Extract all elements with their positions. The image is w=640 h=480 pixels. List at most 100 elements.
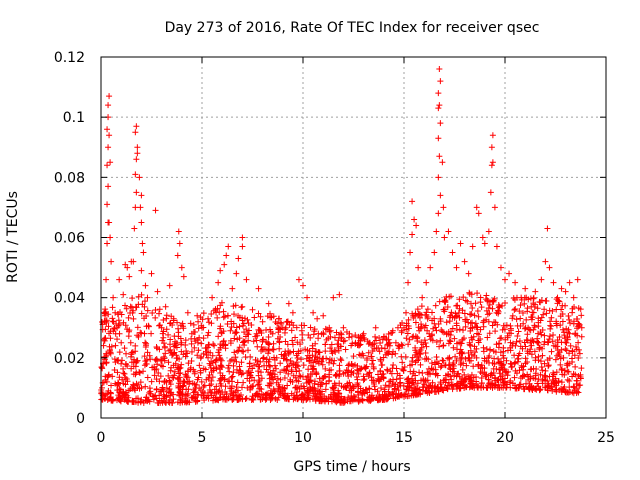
data-point	[566, 377, 573, 384]
data-point	[254, 332, 261, 339]
data-point	[468, 300, 474, 307]
data-point	[103, 352, 110, 359]
data-point	[241, 315, 248, 322]
data-point	[517, 302, 524, 309]
data-point	[385, 350, 392, 357]
data-point	[561, 371, 568, 378]
data-point	[415, 356, 422, 363]
data-point	[121, 370, 128, 377]
data-point	[282, 348, 289, 355]
data-point	[467, 379, 474, 386]
data-point	[231, 349, 238, 356]
data-point	[165, 372, 172, 379]
data-point	[466, 291, 473, 298]
data-point	[548, 323, 555, 330]
data-point	[250, 362, 257, 369]
data-point	[459, 336, 466, 343]
data-point	[556, 298, 563, 305]
data-point	[541, 341, 548, 348]
data-point	[429, 379, 436, 386]
data-point	[376, 376, 383, 383]
data-point	[244, 331, 251, 338]
data-point	[459, 307, 466, 314]
data-point	[238, 304, 245, 311]
data-point	[330, 294, 337, 301]
data-point	[511, 374, 518, 381]
data-point	[428, 360, 435, 367]
data-point	[289, 337, 296, 344]
data-point	[247, 384, 254, 391]
data-point	[530, 338, 537, 345]
data-point	[277, 360, 284, 367]
data-point	[290, 360, 297, 367]
data-point	[456, 326, 463, 333]
data-point	[151, 393, 158, 400]
data-point	[550, 279, 557, 286]
data-point	[212, 394, 219, 401]
data-point	[258, 347, 265, 354]
data-point	[300, 282, 306, 289]
data-point	[262, 394, 269, 401]
data-point	[412, 319, 419, 326]
data-point	[106, 347, 113, 354]
data-point	[493, 365, 500, 372]
data-point	[429, 309, 436, 316]
data-point	[380, 375, 387, 382]
data-point	[137, 379, 144, 386]
data-point	[534, 339, 541, 346]
data-point	[560, 386, 567, 393]
data-point	[192, 385, 199, 392]
data-point	[101, 335, 108, 342]
data-point	[224, 312, 231, 319]
data-point	[198, 340, 205, 347]
data-point	[445, 331, 452, 338]
data-point	[435, 388, 442, 395]
data-point	[364, 371, 371, 378]
data-point	[276, 345, 283, 352]
data-point	[487, 189, 494, 196]
data-point	[106, 219, 113, 226]
data-point	[265, 300, 272, 307]
data-point	[514, 322, 521, 329]
data-point	[258, 369, 264, 376]
data-point	[101, 395, 108, 402]
data-point	[411, 381, 418, 388]
data-point	[305, 392, 312, 399]
data-point	[478, 362, 485, 369]
data-point	[269, 346, 276, 353]
data-point	[144, 374, 151, 381]
data-point	[176, 240, 183, 247]
data-point	[239, 234, 246, 241]
data-point	[539, 327, 546, 334]
data-point	[217, 362, 224, 369]
data-point	[266, 341, 273, 348]
data-point	[415, 264, 422, 271]
data-point	[381, 345, 388, 352]
data-point	[335, 394, 342, 401]
data-point	[191, 344, 198, 351]
data-point	[348, 387, 355, 394]
data-point	[371, 383, 378, 390]
data-point	[432, 302, 439, 309]
data-point	[123, 305, 130, 312]
data-point	[315, 381, 322, 388]
data-point	[182, 371, 189, 378]
data-point	[467, 325, 474, 332]
data-point	[138, 219, 145, 226]
data-point	[125, 333, 132, 340]
data-point	[483, 372, 490, 379]
data-point	[265, 382, 272, 389]
data-point	[136, 370, 143, 377]
data-point	[229, 285, 236, 292]
data-point	[492, 349, 499, 356]
data-point	[272, 319, 279, 326]
data-point	[475, 313, 482, 320]
data-point	[233, 383, 240, 390]
data-point	[421, 381, 428, 388]
data-point	[539, 367, 546, 374]
data-point	[299, 337, 306, 344]
data-point	[459, 366, 466, 373]
data-point	[168, 349, 175, 356]
data-point	[406, 336, 413, 343]
data-point	[116, 396, 123, 403]
